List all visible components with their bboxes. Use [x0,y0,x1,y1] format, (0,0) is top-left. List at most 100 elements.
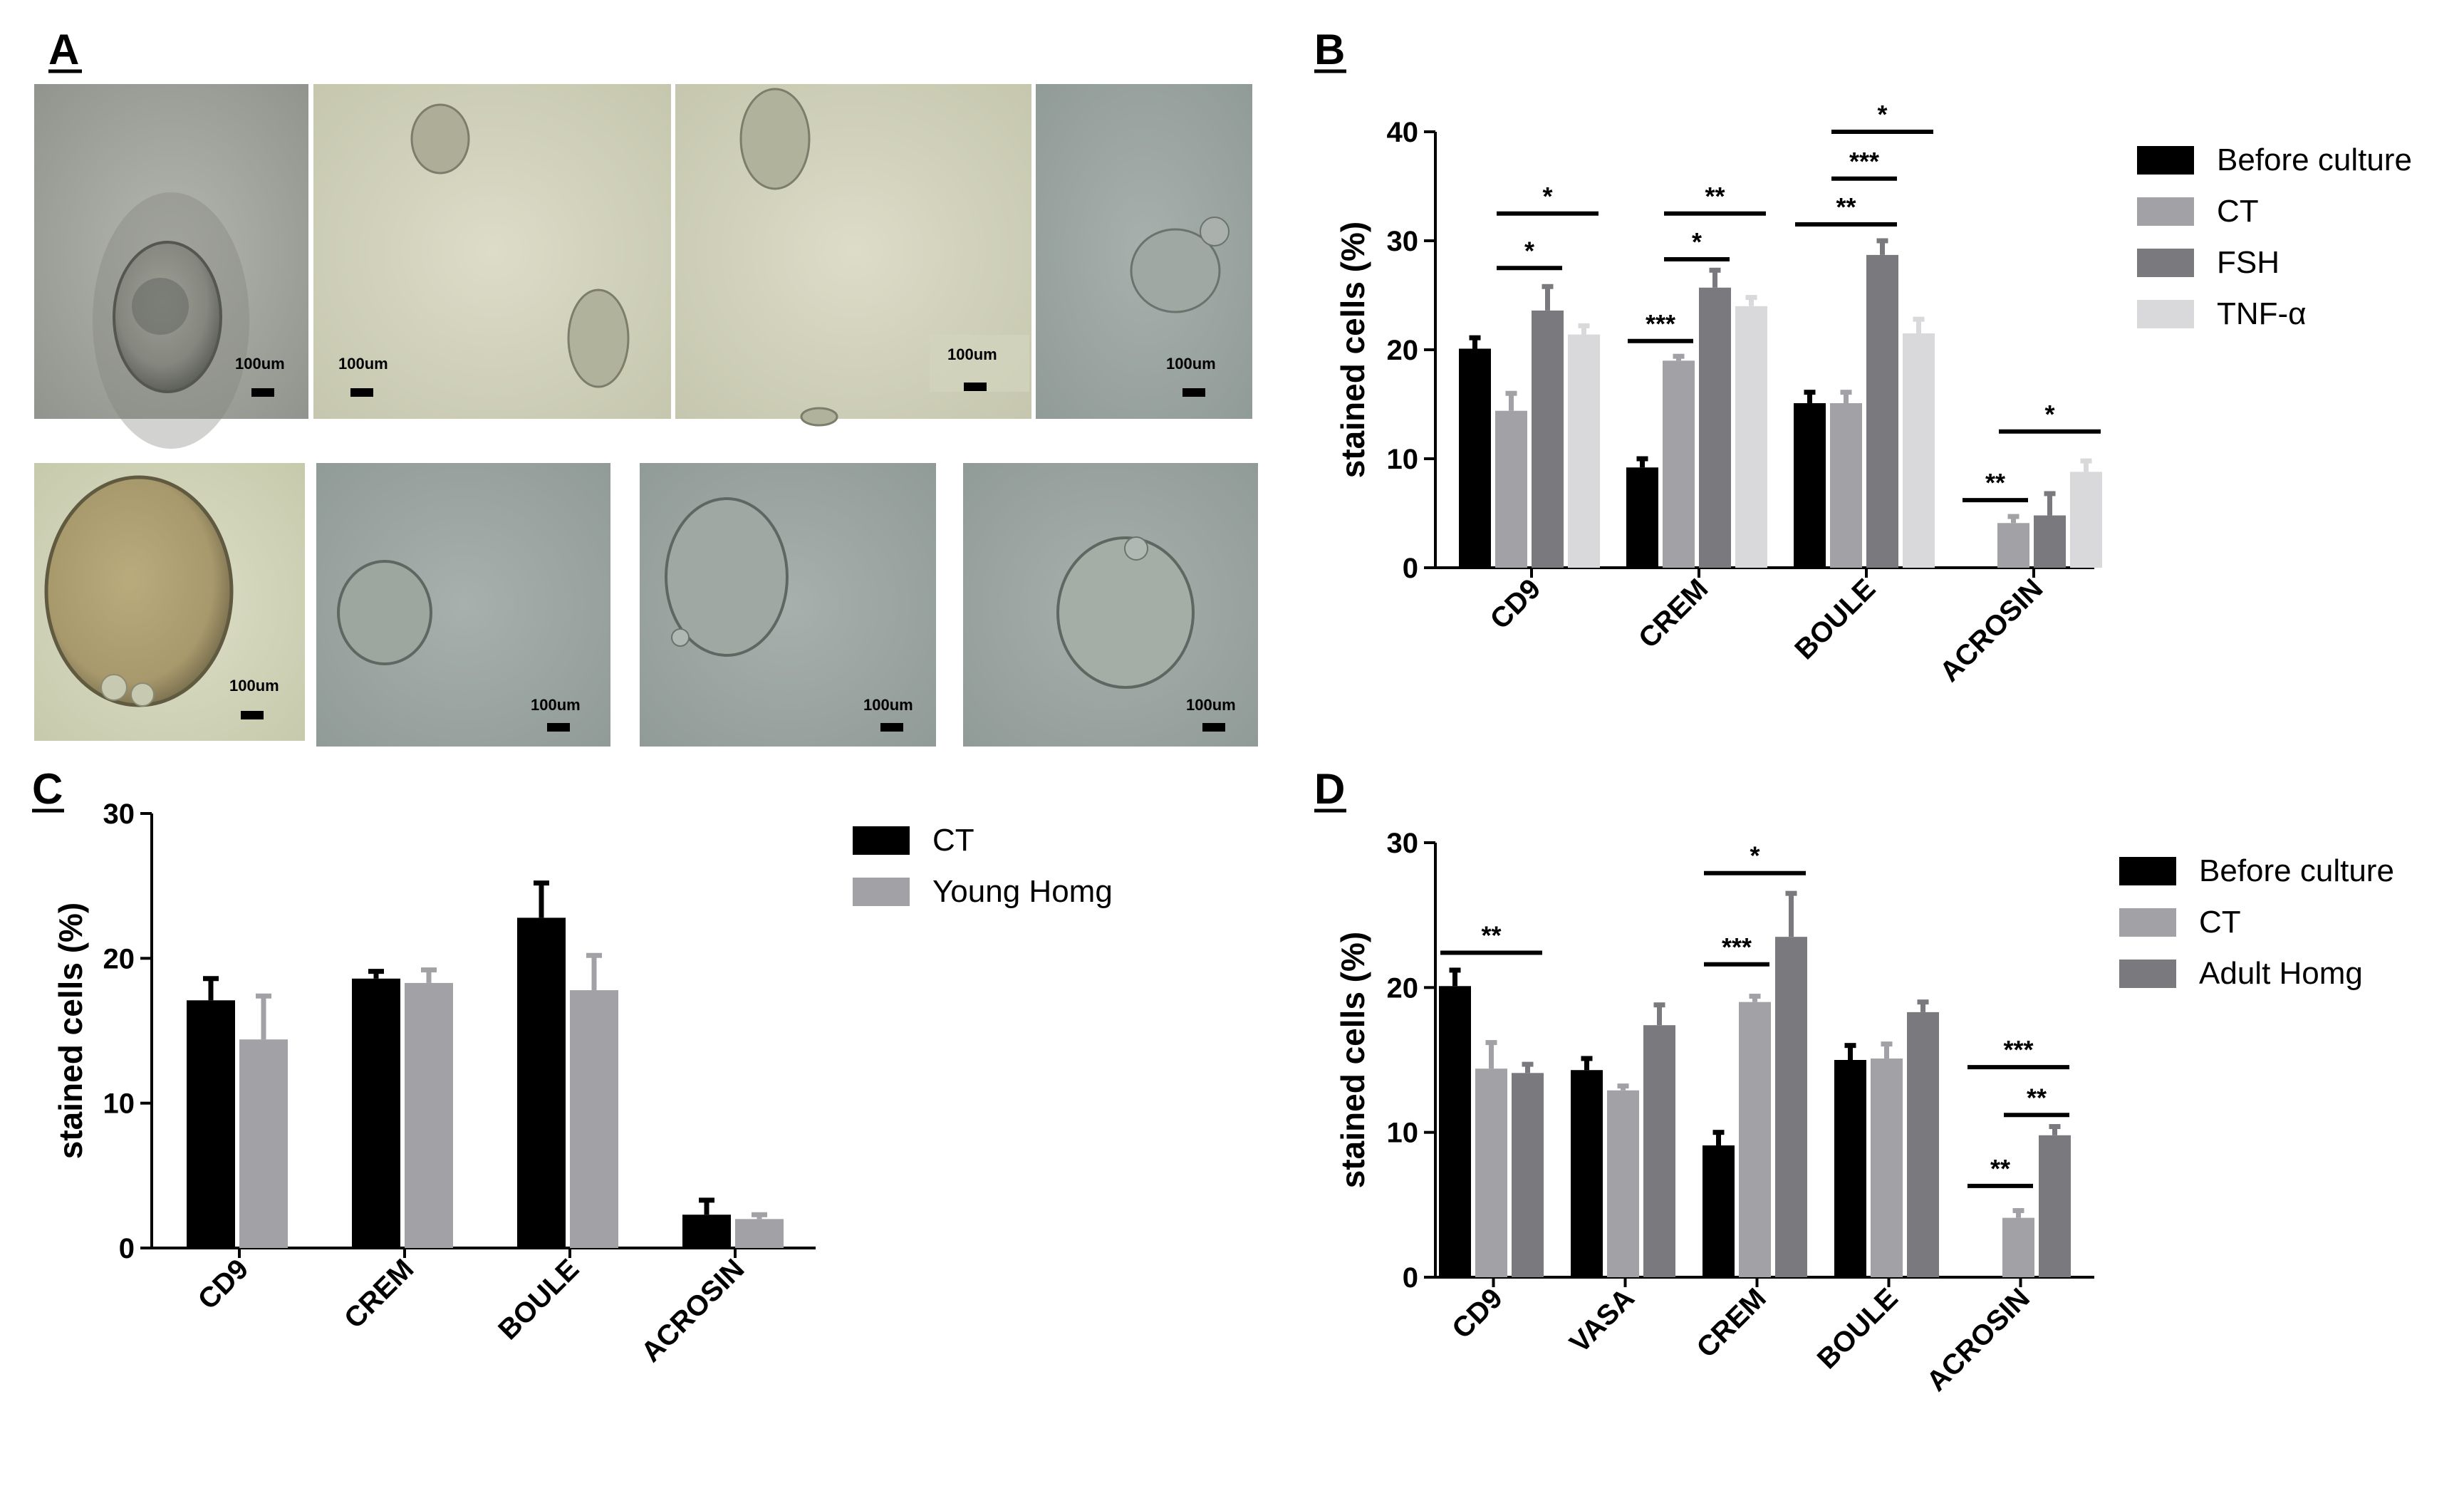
bar [1643,1025,1675,1277]
panel-letter-a: A [48,26,79,73]
bar [1775,937,1807,1277]
category-label: VASA [1564,1282,1641,1359]
category-label: BOULE [492,1253,585,1346]
y-tick-label: 10 [103,1088,135,1120]
significance-label: ** [1705,182,1725,211]
y-tick-label: 0 [1403,1262,1418,1294]
bar [1871,1058,1903,1277]
micrograph-6 [316,463,610,747]
category-label: CD9 [1485,573,1547,635]
bar [187,1000,235,1248]
legend-swatch [2119,960,2176,988]
y-tick-label: 20 [103,943,135,974]
significance-label: ** [1836,192,1856,222]
y-tick-label: 0 [119,1233,135,1264]
bar [1830,402,1862,568]
micrograph-2 [313,84,671,419]
category-label: ACROSIN [1920,1282,2036,1398]
significance-label: * [1692,227,1702,256]
legend-swatch [2137,146,2194,175]
scale-bar-7: 100um [863,696,913,732]
bar [1663,360,1695,568]
legend-swatch [2137,197,2194,226]
significance-label: *** [1722,932,1752,962]
scale-label-8: 100um [1186,696,1236,714]
category-label: BOULE [1789,573,1881,665]
bar [1626,467,1658,568]
micrograph-4 [1036,84,1252,419]
micrograph-5 [34,463,305,741]
bar [1475,1068,1507,1277]
bar [1866,254,1898,568]
scale-bar-5: 100um [229,677,279,719]
legend-label: CT [2217,194,2259,229]
category-label: ACROSIN [1934,573,2049,688]
legend-label: FSH [2217,245,2280,280]
significance-label: *** [1646,309,1675,338]
bar [735,1219,784,1248]
scale-label-7: 100um [863,696,913,714]
y-tick-label: 30 [1387,828,1419,859]
category-label: ACROSIN [635,1253,751,1368]
y-tick-label: 20 [1387,972,1419,1004]
bar [1532,310,1564,568]
scale-label-6: 100um [531,696,581,714]
bar [682,1215,731,1248]
y-axis-label: stained cells (%) [52,903,89,1159]
chart-c: 0 10 20 30 stained cells (%) CD9 CREM BOULE ACRO… [52,799,1113,1368]
bar [2039,1135,2071,1277]
bar [1907,1012,1939,1277]
legend-swatch [853,826,910,855]
scale-label-3: 100um [947,345,997,363]
micrograph-8 [963,463,1258,747]
bar [1459,348,1491,568]
bar [1512,1073,1544,1277]
legend-label: Adult Homg [2199,956,2363,991]
panel-letter-d: D [1314,765,1345,813]
significance-label: * [1877,100,1887,129]
y-axis-label: stained cells (%) [1334,932,1371,1188]
micrograph-1 [34,84,308,449]
bar [239,1039,288,1248]
y-tick-label: 30 [103,799,135,830]
bar [1699,287,1731,568]
scale-label-2: 100um [338,355,388,373]
category-label: BOULE [1811,1282,1904,1375]
bar [1739,1002,1771,1277]
micrograph-7 [640,463,936,747]
category-label: CREM [1633,573,1714,654]
scale-label-1: 100um [235,355,285,373]
legend-label: Before culture [2217,142,2412,177]
significance-label: *** [1849,147,1879,176]
legend-label: Before culture [2199,853,2394,888]
significance-label: * [1542,182,1552,211]
bar [1703,1145,1735,1277]
panel-letter-b: B [1314,26,1345,73]
legend-label: Young Homg [932,874,1113,909]
bar [1794,402,1826,568]
legend-swatch [2119,908,2176,937]
scale-label-4: 100um [1166,355,1216,373]
bar [1834,1060,1866,1277]
bar [1495,410,1527,568]
bar [1568,334,1600,568]
category-label: CD9 [192,1253,255,1316]
scale-label-5: 100um [229,677,279,695]
legend-swatch [2137,249,2194,277]
significance-label: * [2044,400,2054,429]
y-tick-label: 0 [1403,553,1418,584]
significance-label: * [1524,236,1534,265]
significance-label: *** [2003,1035,2033,1064]
significance-label: ** [1985,468,2005,497]
significance-label: ** [1481,921,1501,950]
micrograph-3 [675,84,1031,427]
legend-label: CT [2199,905,2241,940]
legend-swatch [853,878,910,906]
panel-letter-c: C [32,765,63,813]
bar [405,982,453,1248]
category-label: CREM [338,1253,420,1334]
significance-label: ** [1990,1154,2010,1183]
scale-bar-2: 100um [338,355,388,397]
bar [1607,1090,1639,1277]
